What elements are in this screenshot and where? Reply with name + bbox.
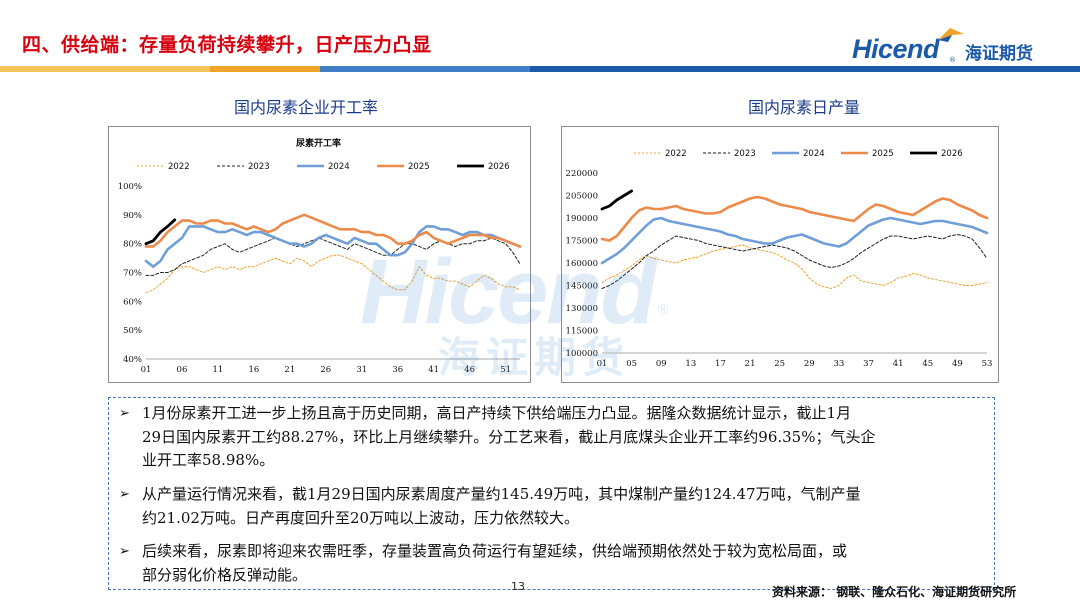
bullet-line: 从产量运行情况来看，截1月29日国内尿素周度产量约145.49万吨，其中煤制产量…: [142, 485, 861, 503]
x-tick-label: 49: [952, 359, 963, 369]
bullet-line: 业开工率58.98%。: [142, 451, 275, 469]
legend-label: 2022: [168, 162, 190, 172]
legend-label: 2023: [734, 149, 756, 159]
y-tick-label: 40%: [123, 355, 142, 365]
x-tick-label: 41: [428, 365, 439, 375]
x-tick-label: 01: [141, 365, 152, 375]
x-tick-label: 17: [715, 359, 726, 369]
y-tick-label: 190000: [566, 214, 598, 224]
daily-output-chart-svg: 220000 205000 190000 175000 160000 145000 1300…: [566, 149, 993, 369]
series-line-2024: [144, 225, 522, 268]
legend-label: 2026: [941, 149, 963, 159]
commentary-box: ➢ 1月份尿素开工进一步上扬且高于历史同期，高日产持续下供给端压力凸显。据隆众数…: [108, 397, 995, 590]
y-tick-label: 205000: [566, 192, 598, 202]
header-divider-stripe: [0, 66, 1080, 72]
logo-wordmark: Hicend: [852, 34, 940, 64]
x-tick-label: 33: [834, 359, 845, 369]
series-line-2023: [145, 237, 521, 276]
brand-logo: Hicend ® 海证期货: [852, 26, 1062, 66]
arrow-bullet-icon: ➢: [119, 487, 130, 502]
operating-rate-chart: 尿素开工率 100% 90% 80% 70% 60% 50% 40% 01 06 11 16 21 26 3…: [108, 126, 531, 383]
left-chart-heading: 国内尿素企业开工率: [234, 98, 379, 117]
y-tick-label: 60%: [123, 297, 142, 307]
x-tick-label: 45: [922, 359, 933, 369]
y-tick-label: 90%: [123, 211, 142, 221]
y-tick-label: 80%: [123, 240, 142, 250]
series-line-2026: [144, 218, 177, 246]
legend-label: 2026: [488, 162, 510, 172]
data-source-note: 资料来源： 钢联、隆众石化、海证期货研究所: [772, 585, 1017, 599]
x-tick-label: 31: [356, 365, 367, 375]
bullet-line: 部分弱化价格反弹动能。: [142, 565, 308, 584]
y-tick-label: 70%: [123, 269, 142, 279]
page-number: 13: [511, 580, 525, 593]
y-tick-label: 115000: [566, 327, 598, 337]
legend-label: 2025: [872, 149, 894, 159]
x-tick-label: 16: [248, 365, 259, 375]
y-tick-label: 220000: [566, 169, 598, 179]
x-tick-label: 21: [745, 359, 756, 369]
y-tick-label: 145000: [566, 282, 598, 292]
x-tick-label: 29: [804, 359, 815, 369]
daily-output-chart: 220000 205000 190000 175000 160000 145000 1300…: [561, 126, 999, 383]
series-line-2025: [144, 213, 522, 248]
x-tick-label: 53: [982, 359, 993, 369]
y-tick-label: 50%: [123, 326, 142, 336]
commentary-bullet-2: ➢ 从产量运行情况来看，截1月29日国内尿素周度产量约145.49万吨，其中煤制…: [119, 483, 989, 530]
legend-label: 2024: [803, 149, 825, 159]
right-chart-heading: 国内尿素日产量: [748, 98, 861, 117]
x-tick-label: 21: [284, 365, 295, 375]
bullet-line: 后续来看，尿素即将迎来农需旺季，存量装置高负荷运行有望延续，供给端预期依然处于较…: [142, 542, 848, 560]
x-tick-label: 41: [893, 359, 904, 369]
series-line-2025: [600, 195, 989, 242]
legend-label: 2024: [328, 162, 350, 172]
series-line-2023: [601, 234, 988, 289]
logo-swoosh-icon: [938, 28, 964, 42]
bullet-line: 约21.02万吨。日产再度回升至20万吨以上波动，压力依然较大。: [142, 508, 580, 527]
y-tick-label: 175000: [566, 237, 598, 247]
x-tick-label: 25: [774, 359, 785, 369]
series-line-2024: [600, 216, 989, 265]
x-tick-label: 06: [177, 365, 188, 375]
x-tick-label: 51: [500, 365, 511, 375]
chart-title: 尿素开工率: [296, 137, 341, 149]
series-line-2022: [601, 244, 988, 289]
logo-registered-mark: ®: [949, 56, 956, 64]
legend-label: 2023: [248, 162, 270, 172]
legend-label: 2022: [665, 149, 687, 159]
x-tick-label: 01: [597, 359, 608, 369]
series-line-2026: [600, 189, 633, 211]
x-tick-label: 13: [685, 359, 696, 369]
legend-label: 2025: [408, 162, 430, 172]
x-tick-label: 11: [213, 365, 224, 375]
page-title: 四、供给端：存量负荷持续攀升，日产压力凸显: [22, 34, 432, 56]
bullet-line: 1月份尿素开工进一步上扬且高于历史同期，高日产持续下供给端压力凸显。据隆众数据统…: [142, 404, 852, 422]
x-tick-label: 46: [464, 365, 475, 375]
arrow-bullet-icon: ➢: [119, 406, 130, 421]
series-line-2022: [145, 254, 521, 294]
operating-rate-chart-svg: 尿素开工率 100% 90% 80% 70% 60% 50% 40%01 06 11 16 21 26 3…: [118, 137, 522, 375]
x-tick-label: 05: [626, 359, 637, 369]
commentary-bullet-3: ➢ 后续来看，尿素即将迎来农需旺季，存量装置高负荷运行有望延续，供给端预期依然处…: [119, 540, 989, 587]
commentary-bullet-1: ➢ 1月份尿素开工进一步上扬且高于历史同期，高日产持续下供给端压力凸显。据隆众数…: [119, 402, 989, 473]
x-tick-label: 26: [320, 365, 331, 375]
y-tick-label: 100000: [566, 349, 598, 359]
x-tick-label: 37: [863, 359, 874, 369]
x-tick-label: 09: [656, 359, 667, 369]
arrow-bullet-icon: ➢: [119, 544, 130, 559]
logo-chinese-name: 海证期货: [965, 44, 1033, 64]
bullet-line: 29日国内尿素开工约88.27%，环比上月继续攀升。分工艺来看，截止月底煤头企业…: [142, 427, 876, 446]
y-tick-label: 130000: [566, 304, 598, 314]
y-tick-label: 100%: [118, 182, 142, 192]
x-tick-label: 36: [392, 365, 403, 375]
y-tick-label: 160000: [566, 259, 598, 269]
